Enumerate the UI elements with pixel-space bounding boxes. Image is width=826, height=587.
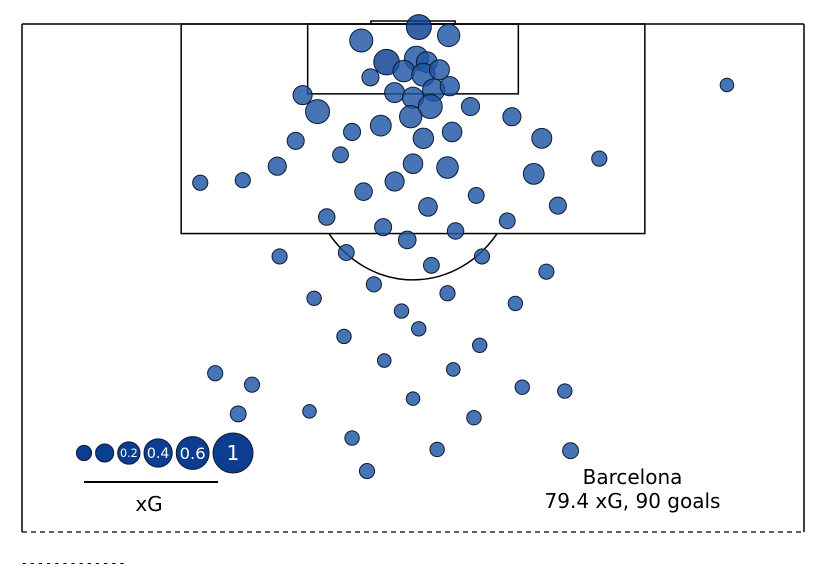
shot-marker xyxy=(384,82,406,104)
shot-marker xyxy=(354,182,373,201)
legend-marker xyxy=(212,432,254,474)
shot-marker xyxy=(441,121,463,143)
shot-marker xyxy=(466,410,482,426)
shot-marker xyxy=(207,365,224,382)
shot-marker xyxy=(428,59,450,81)
shot-marker xyxy=(374,218,393,237)
legend-label: 1 xyxy=(227,441,240,465)
shot-marker xyxy=(337,244,355,262)
shot-marker xyxy=(473,248,491,265)
shot-marker xyxy=(436,156,459,179)
shot-marker xyxy=(411,321,427,337)
team-name: Barcelona xyxy=(582,465,683,489)
shot-marker xyxy=(418,197,438,217)
shot-marker xyxy=(439,285,456,302)
shot-markers xyxy=(192,14,735,480)
shot-marker xyxy=(305,99,331,125)
shot-marker xyxy=(531,127,553,149)
shot-marker xyxy=(548,196,567,215)
legend-label: 0.4 xyxy=(147,446,169,462)
shot-marker xyxy=(405,391,421,406)
legend-label: 0.6 xyxy=(180,444,206,463)
legend-label: 0.2 xyxy=(120,447,138,460)
legend-title: xG xyxy=(135,492,163,516)
shot-marker xyxy=(271,248,288,265)
legend-marker xyxy=(143,438,173,468)
shot-marker xyxy=(286,131,305,150)
shot-marker xyxy=(436,23,461,48)
shot-marker xyxy=(522,162,545,185)
shot-marker xyxy=(439,76,460,97)
shot-marker xyxy=(445,362,461,377)
shot-marker xyxy=(361,68,380,87)
shot-marker xyxy=(399,105,423,129)
shot-marker xyxy=(306,290,322,307)
shot-marker xyxy=(429,441,445,458)
shot-marker xyxy=(397,230,417,250)
shot-marker xyxy=(369,114,392,137)
shot-marker xyxy=(719,77,735,93)
legend-marker xyxy=(117,441,141,465)
xg-goals-summary: 79.4 xG, 90 goals xyxy=(544,489,721,513)
shot-marker xyxy=(392,59,416,83)
shot-marker xyxy=(467,187,485,204)
legend-marker xyxy=(75,444,93,462)
shot-marker xyxy=(234,172,251,189)
shot-marker xyxy=(502,107,522,127)
shot-marker xyxy=(422,256,440,274)
shot-marker xyxy=(557,383,573,399)
shot-marker xyxy=(538,263,555,280)
shot-marker xyxy=(498,212,516,230)
shot-marker xyxy=(393,303,410,319)
shot-marker xyxy=(343,122,362,141)
legend-marker xyxy=(175,436,210,470)
shot-marker xyxy=(243,376,261,393)
shot-marker xyxy=(507,295,524,312)
shot-marker xyxy=(192,174,209,191)
shot-marker xyxy=(332,146,349,164)
shot-marker xyxy=(302,404,317,419)
shot-marker xyxy=(344,430,360,446)
shot-marker xyxy=(292,85,313,106)
shot-marker xyxy=(267,156,287,176)
legend-marker xyxy=(95,443,115,463)
shot-marker xyxy=(514,379,530,395)
shot-marker xyxy=(562,442,579,460)
shot-marker xyxy=(402,153,424,174)
shot-marker xyxy=(229,405,247,423)
shot-marker xyxy=(446,222,465,240)
shot-marker xyxy=(412,127,435,149)
shot-marker xyxy=(349,28,374,53)
shot-marker xyxy=(318,208,336,226)
shot-marker xyxy=(336,328,352,345)
shot-marker xyxy=(365,276,382,293)
shot-marker xyxy=(376,353,392,368)
shot-marker xyxy=(417,94,443,120)
shot-marker xyxy=(405,14,432,41)
shot-marker xyxy=(384,171,405,192)
team-summary: Barcelona 79.4 xG, 90 goals xyxy=(510,465,755,513)
shot-marker xyxy=(591,150,608,167)
shot-marker xyxy=(472,337,488,354)
shot-marker xyxy=(358,462,376,480)
footer-divider: - - - - - - - - - - - - - xyxy=(22,556,125,570)
shot-marker xyxy=(460,96,481,117)
xg-size-legend: 0.2 0.4 0.6 1 xyxy=(75,432,254,483)
